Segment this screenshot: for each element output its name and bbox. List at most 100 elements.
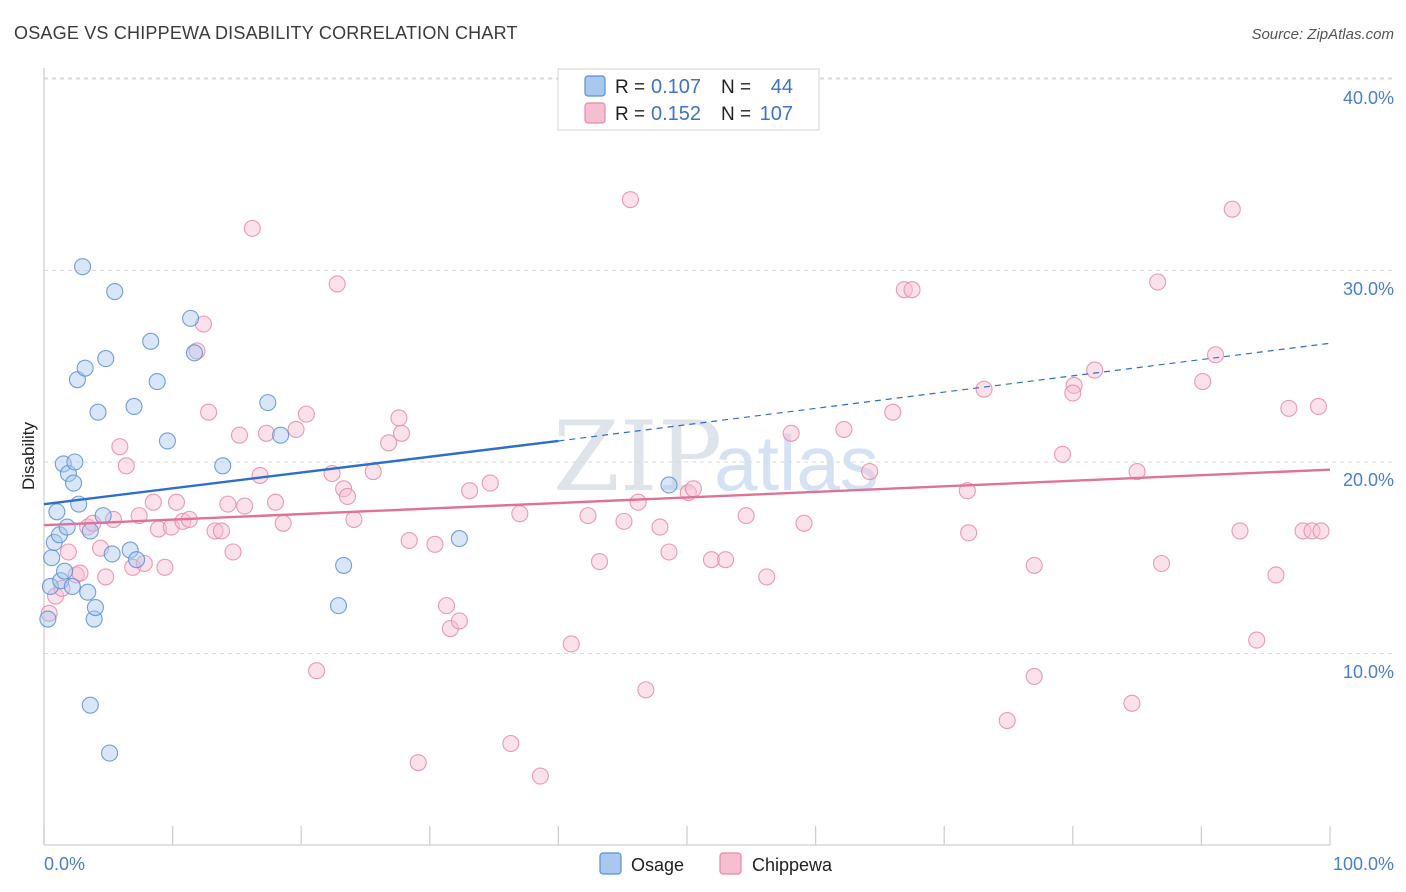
- chippewa-point-46: [380, 434, 398, 452]
- osage-point-19: [81, 696, 99, 714]
- chippewa-point-90: [1064, 384, 1082, 402]
- chippewa-point-37: [287, 420, 305, 438]
- osage-point-2: [43, 549, 61, 567]
- chippewa-point-34: [257, 424, 276, 442]
- legend-osage-n-value: 44: [771, 76, 793, 98]
- osage-trend-line: [43, 439, 559, 506]
- chippewa-point-62: [591, 553, 609, 571]
- chippewa-point-47: [390, 409, 408, 427]
- chippewa-point-92: [1123, 694, 1141, 712]
- legend-chippewa-r-value: 0.152: [651, 103, 701, 125]
- chippewa-point-52: [437, 597, 456, 615]
- y-tick-label-10: 10.0%: [1343, 662, 1394, 682]
- chippewa-point-42: [335, 480, 353, 498]
- chippewa-point-35: [266, 493, 285, 511]
- osage-point-18: [79, 583, 97, 601]
- chippewa-point-65: [629, 493, 647, 511]
- osage-point-43: [660, 476, 678, 494]
- series-legend-label-chippewa: Chippewa: [752, 855, 833, 875]
- chippewa-point-103: [1294, 522, 1312, 540]
- osage-point-32: [142, 332, 160, 350]
- osage-point-38: [259, 394, 277, 412]
- chippewa-point-91: [1086, 361, 1104, 379]
- chippewa-point-41: [328, 275, 346, 293]
- osage-point-31: [128, 551, 146, 569]
- osage-point-23: [89, 403, 107, 421]
- legend-osage-r-value: 0.107: [651, 76, 701, 98]
- x-tick-label-0: 0.0%: [44, 854, 85, 874]
- osage-point-25: [97, 350, 115, 368]
- chippewa-point-60: [562, 635, 580, 653]
- chippewa-point-73: [737, 507, 755, 525]
- osage-point-20: [81, 522, 99, 540]
- chippewa-point-32: [243, 219, 261, 237]
- y-tick-label-40: 40.0%: [1343, 88, 1394, 108]
- chippewa-point-79: [884, 403, 902, 421]
- osage-point-22: [86, 598, 104, 617]
- chippewa-point-55: [461, 482, 479, 500]
- legend-swatch-chippewa: [584, 102, 606, 124]
- chippewa-point-99: [1231, 522, 1249, 540]
- osage-point-13: [66, 453, 84, 471]
- chippewa-point-49: [400, 531, 418, 550]
- chippewa-point-26: [206, 522, 224, 540]
- chippewa-point-83: [960, 524, 978, 542]
- chippewa-point-74: [758, 568, 776, 586]
- chippewa-point-71: [702, 551, 720, 569]
- chippewa-point-31: [236, 497, 254, 515]
- chippewa-point-33: [251, 466, 269, 484]
- chippewa-point-20: [167, 493, 186, 511]
- y-axis-tick-labels: 10.0% 20.0% 30.0% 40.0%: [1343, 88, 1394, 682]
- y-tick-label-20: 20.0%: [1343, 470, 1394, 490]
- chippewa-point-67: [651, 518, 669, 536]
- osage-point-35: [182, 309, 200, 327]
- chippewa-point-70: [684, 480, 702, 498]
- chippewa-point-9: [97, 568, 115, 586]
- legend-chippewa-n-label: N =: [721, 104, 751, 125]
- chippewa-point-30: [230, 426, 249, 444]
- chippewa-point-105: [1309, 397, 1327, 416]
- legend-chippewa-r-label: R =: [615, 104, 645, 125]
- chippewa-point-44: [345, 510, 363, 529]
- chippewa-point-104: [1303, 522, 1321, 540]
- chippewa-point-3: [59, 543, 77, 561]
- chippewa-point-64: [621, 191, 639, 209]
- chippewa-point-102: [1280, 399, 1298, 417]
- chippewa-trend-line: [43, 468, 1331, 527]
- stats-legend: R = 0.107 N = 44 R = 0.152 N = 107: [557, 68, 820, 131]
- series-legend-swatch-chippewa: [719, 852, 742, 875]
- chippewa-point-94: [1149, 273, 1167, 291]
- osage-point-28: [106, 283, 124, 301]
- chippewa-point-11: [111, 438, 129, 456]
- osage-point-33: [148, 373, 166, 391]
- chippewa-point-43: [338, 487, 357, 506]
- chippewa-point-106: [1312, 522, 1330, 540]
- chippewa-point-86: [1025, 556, 1043, 574]
- chippewa-point-18: [156, 558, 174, 576]
- legend-osage-r-label: R =: [615, 77, 645, 98]
- chippewa-point-50: [409, 754, 427, 772]
- osage-trend-extension: [558, 342, 1331, 442]
- chippewa-point-51: [426, 535, 444, 553]
- grid: [44, 77, 1394, 654]
- osage-point-11: [63, 577, 81, 596]
- legend-swatch-osage: [584, 75, 606, 97]
- series-legend: Osage Chippewa: [599, 852, 833, 875]
- chippewa-point-93: [1128, 463, 1146, 481]
- osage-point-16: [74, 258, 92, 276]
- chippewa-point-82: [958, 482, 976, 500]
- chippewa-point-12: [117, 457, 135, 475]
- chippewa-point-28: [219, 495, 237, 513]
- osage-point-34: [158, 432, 177, 450]
- chippewa-point-45: [364, 463, 382, 481]
- chippewa-point-39: [308, 662, 326, 680]
- chart-source: Source: ZipAtlas.com: [1251, 26, 1394, 43]
- chippewa-point-63: [615, 512, 633, 530]
- osage-point-9: [58, 518, 76, 536]
- chippewa-point-15: [135, 554, 153, 573]
- chippewa-point-85: [998, 711, 1016, 730]
- chippewa-point-76: [795, 514, 813, 532]
- chippewa-point-95: [1152, 554, 1171, 573]
- chippewa-point-21: [174, 512, 192, 530]
